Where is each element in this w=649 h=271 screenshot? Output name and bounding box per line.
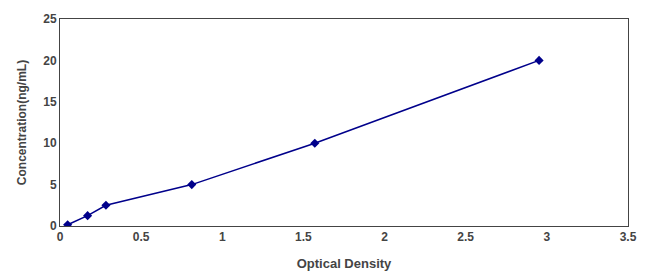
svg-text:15: 15 — [43, 95, 57, 109]
svg-text:Concentration(ng/mL): Concentration(ng/mL) — [15, 60, 29, 185]
svg-text:20: 20 — [43, 54, 57, 68]
svg-text:10: 10 — [43, 136, 57, 150]
svg-text:0: 0 — [57, 230, 64, 244]
svg-text:3: 3 — [544, 230, 551, 244]
svg-text:0.5: 0.5 — [133, 230, 150, 244]
svg-text:5: 5 — [50, 178, 57, 192]
svg-text:Optical Density: Optical Density — [297, 256, 392, 271]
svg-text:1: 1 — [219, 230, 226, 244]
svg-text:0: 0 — [50, 219, 57, 233]
svg-text:3.5: 3.5 — [620, 230, 637, 244]
svg-text:2.5: 2.5 — [457, 230, 474, 244]
svg-text:1.5: 1.5 — [295, 230, 312, 244]
svg-text:2: 2 — [381, 230, 388, 244]
svg-text:25: 25 — [43, 12, 57, 26]
